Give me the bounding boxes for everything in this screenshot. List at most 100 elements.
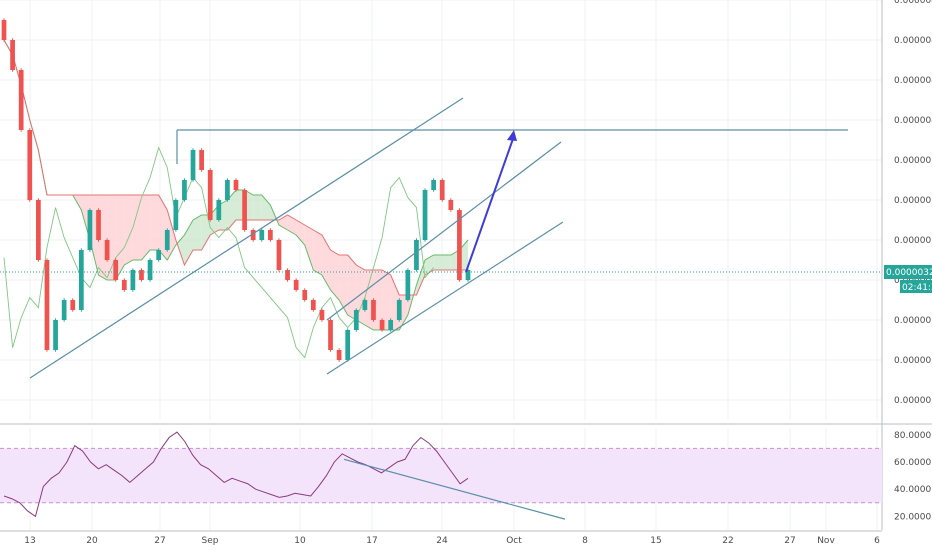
y-tick-label: 0.00000400: [894, 116, 932, 126]
cloud-segment: [150, 195, 159, 250]
cloud-segment: [339, 255, 348, 315]
trendline-channel-upper: [29, 97, 464, 379]
candle-body: [302, 290, 308, 300]
candle-body: [439, 180, 445, 200]
candle-body: [414, 240, 419, 270]
rsi-tick-label: 20.0000: [894, 512, 931, 522]
candle-body: [242, 190, 247, 230]
y-tick-label: 0.00000280: [894, 356, 932, 366]
candle-body: [276, 240, 282, 270]
cloud-segment: [347, 255, 357, 320]
cloud-segment: [141, 195, 151, 260]
candle-body: [371, 300, 376, 320]
y-tick-label: 0.00000260: [894, 396, 932, 406]
countdown-badge: [900, 280, 932, 293]
candle-body: [121, 280, 127, 290]
candle-body: [319, 310, 325, 320]
x-tick-label: 8: [582, 536, 588, 546]
candle-body: [396, 300, 402, 320]
candle-body: [362, 300, 368, 310]
candle-body: [27, 130, 33, 200]
candle-body: [293, 280, 299, 290]
cloud-segment: [296, 220, 305, 245]
candle-body: [36, 200, 41, 260]
rsi-trendline: [343, 458, 566, 520]
candle-body: [173, 200, 179, 230]
x-tick-label: 13: [24, 536, 35, 546]
candle-body: [10, 40, 15, 70]
candle-body: [448, 200, 454, 210]
cloud-segment: [313, 230, 322, 275]
cloud-segment: [261, 195, 271, 220]
y-tick-label: 0.00000420: [894, 76, 932, 86]
cloud-segment: [382, 270, 391, 330]
x-tick-label: Oct: [506, 536, 522, 546]
candle-body: [18, 70, 24, 130]
candle-body: [259, 230, 265, 240]
candle-body: [207, 170, 213, 220]
candle-body: [353, 310, 359, 330]
candle-body: [78, 250, 84, 310]
x-tick-label: 6: [874, 536, 880, 546]
candle-body: [182, 180, 187, 200]
cloud-segment: [278, 215, 288, 230]
candle-body: [44, 260, 50, 350]
cloud-segment: [124, 195, 133, 265]
trendline-channel-lower: [326, 221, 564, 375]
cloud-segment: [442, 255, 451, 270]
candle-body: [328, 320, 333, 350]
candle-body: [431, 180, 436, 190]
candle-body: [1, 20, 7, 40]
projection-arrow-head: [507, 130, 517, 141]
candle-body: [96, 210, 101, 240]
y-tick-label: 0.00000380: [894, 156, 932, 166]
candle-body: [233, 180, 239, 190]
x-tick-label: Nov: [817, 536, 835, 546]
candle-body: [216, 200, 222, 220]
candle-body: [405, 270, 411, 300]
lagging-span: [3, 146, 434, 359]
candle-body: [87, 210, 93, 250]
candle-body: [104, 240, 110, 260]
x-tick-label: 10: [294, 536, 306, 546]
candle-body: [379, 320, 385, 330]
x-tick-label: 24: [436, 536, 448, 546]
trendline-channel-mid: [326, 141, 562, 321]
candle-body: [465, 270, 471, 280]
y-tick-label: 0.00000440: [894, 36, 932, 46]
cloud-segment: [132, 195, 142, 260]
candle-body: [147, 260, 153, 280]
countdown-label: 02:41:37: [902, 283, 932, 293]
x-tick-label: 15: [650, 536, 661, 546]
x-tick-label: 27: [154, 536, 165, 546]
cloud-segment: [201, 215, 211, 250]
cloud-segment: [321, 235, 331, 290]
y-tick-label: 0.00000360: [894, 196, 932, 206]
candle-body: [310, 300, 316, 310]
candle-body: [61, 300, 67, 320]
candle-body: [53, 320, 58, 350]
candle-body: [345, 330, 351, 360]
candle-body: [457, 210, 462, 280]
y-tick-label: 0.00000300: [894, 316, 932, 326]
candle-body: [130, 270, 136, 290]
cloud-segment: [253, 195, 262, 220]
cloud-segment: [304, 225, 314, 270]
candle-body: [70, 300, 76, 310]
candle-body: [225, 180, 230, 200]
candle-body: [422, 190, 428, 240]
x-tick-label: 27: [784, 536, 795, 546]
rsi-tick-label: 40.0000: [894, 485, 931, 495]
cloud-segment: [330, 250, 340, 300]
x-tick-label: Sep: [202, 536, 219, 546]
x-tick-label: 17: [366, 536, 377, 546]
cloud-segment: [416, 260, 426, 295]
x-tick-label: 22: [722, 536, 733, 546]
rsi-tick-label: 80.0000: [894, 431, 931, 441]
cloud-span-b: [3, 39, 468, 296]
candle-body: [388, 320, 394, 330]
candle-body: [164, 230, 170, 250]
last-price-badge: [884, 265, 932, 279]
